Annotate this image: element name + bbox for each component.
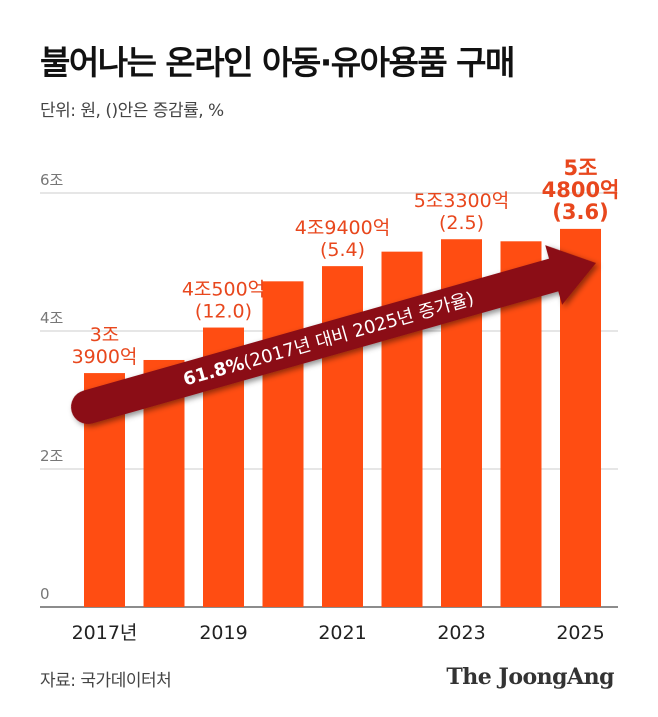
x-tick-label: 2023 — [437, 622, 485, 644]
y-tick-label: 6조 — [40, 171, 64, 189]
data-label: (5.4) — [320, 239, 365, 261]
brand-logo: The JoongAng — [446, 664, 614, 690]
unit-note: 단위: 원, ()안은 증감률, % — [40, 101, 224, 121]
arrow-shape — [71, 245, 596, 424]
data-label: 4800억 — [542, 178, 620, 202]
source-note: 자료: 국가데이터처 — [40, 671, 172, 691]
y-tick-label: 2조 — [40, 447, 64, 465]
y-tick-label: 0 — [40, 585, 50, 603]
data-label: 4조500억 — [182, 279, 265, 301]
data-label: 3조 — [90, 324, 120, 346]
data-label: 5조 — [564, 156, 598, 180]
data-label: (2.5) — [439, 212, 484, 234]
chart-title: 불어나는 온라인 아동·유아용품 구매 — [40, 43, 515, 82]
data-label: (3.6) — [552, 200, 608, 224]
data-label: 4조9400억 — [295, 217, 390, 239]
y-tick-label: 4조 — [40, 309, 64, 327]
x-tick-label: 2021 — [318, 622, 366, 644]
data-label: (12.0) — [195, 301, 252, 323]
data-label: 3900억 — [72, 346, 138, 368]
x-tick-label: 2019 — [199, 622, 247, 644]
x-tick-label: 2025 — [556, 622, 604, 644]
x-tick-label: 2017년 — [72, 622, 138, 644]
data-label: 5조3300억 — [414, 190, 509, 212]
